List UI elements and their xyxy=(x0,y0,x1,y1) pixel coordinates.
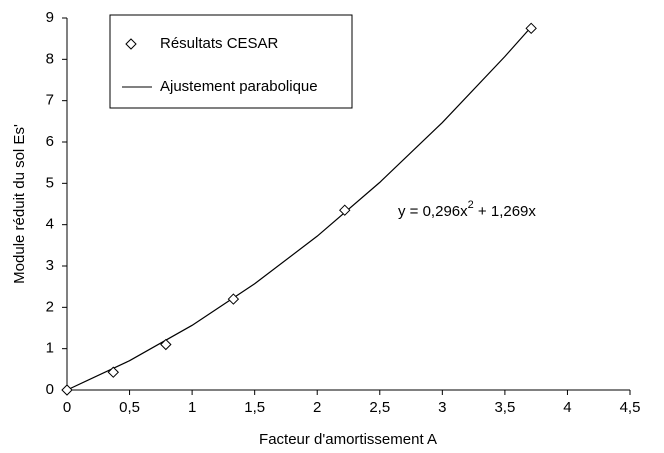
y-tick-label: 0 xyxy=(46,381,54,398)
x-tick-label: 2 xyxy=(313,399,321,416)
x-tick-label: 1 xyxy=(188,399,196,416)
data-point xyxy=(160,338,172,351)
x-axis-label: Facteur d'amortissement A xyxy=(259,431,437,448)
y-tick-label: 1 xyxy=(46,340,54,357)
x-tick-label: 0 xyxy=(63,399,71,416)
y-tick-label: 2 xyxy=(46,298,54,315)
legend-box xyxy=(109,14,353,109)
data-point xyxy=(339,204,351,216)
y-tick-label: 3 xyxy=(46,257,54,274)
data-point xyxy=(227,293,240,305)
x-tick-label: 3,5 xyxy=(494,399,515,416)
equation-prefix: y = 0,296x xyxy=(398,203,468,220)
x-tick-label: 1,5 xyxy=(244,399,265,416)
y-tick-label: 9 xyxy=(46,9,54,26)
data-point xyxy=(107,366,119,378)
y-tick-label: 6 xyxy=(46,133,54,150)
x-tick-label: 0,5 xyxy=(119,399,140,416)
equation-exponent: 2 xyxy=(468,199,474,211)
x-tick-label: 3 xyxy=(438,399,446,416)
data-point xyxy=(525,22,537,35)
legend-marker xyxy=(125,38,137,50)
fit-line xyxy=(66,26,532,391)
equation: y = 0,296x2 + 1,269x xyxy=(398,199,536,220)
x-tick-label: 2,5 xyxy=(369,399,390,416)
legend-label: Résultats CESAR xyxy=(160,35,279,52)
x-tick-label: 4,5 xyxy=(620,399,641,416)
y-tick-label: 5 xyxy=(46,174,54,191)
equation-suffix: + 1,269x xyxy=(474,203,537,220)
x-tick-label: 4 xyxy=(563,399,571,416)
y-tick-label: 4 xyxy=(46,216,54,233)
legend-label: Ajustement parabolique xyxy=(160,78,318,95)
y-tick-label: 7 xyxy=(46,92,54,109)
data-point xyxy=(61,384,73,396)
y-tick-label: 8 xyxy=(46,50,54,67)
y-axis-label: Module réduit du sol Es' xyxy=(11,124,28,284)
